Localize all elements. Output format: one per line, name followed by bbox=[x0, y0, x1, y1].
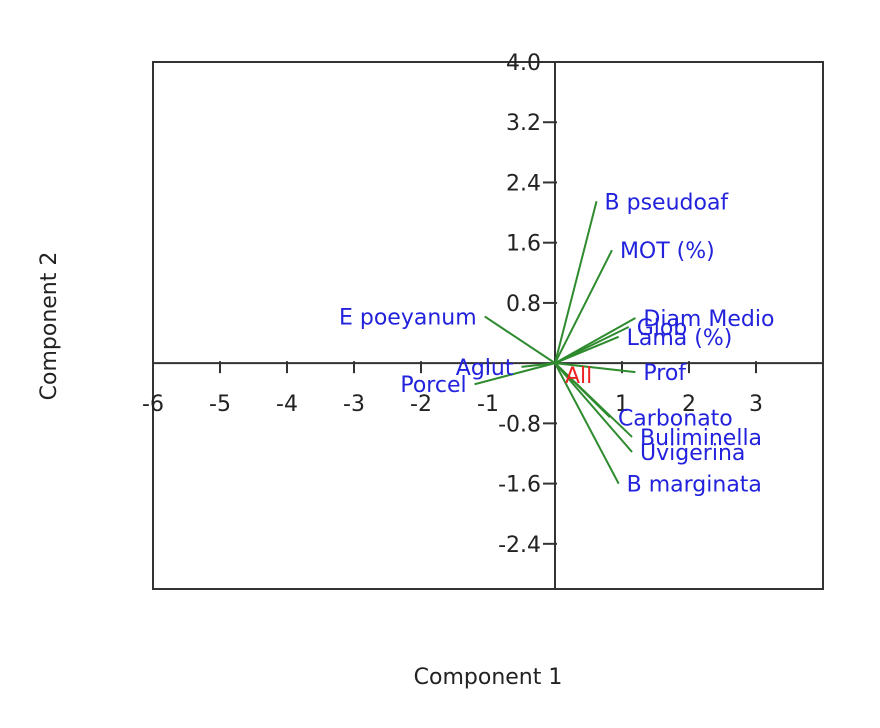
axes: -6 -5 -4 -3 -2 -1 1 2 3 4.0 3.2 2.4 1.6 0.8 -0.8 -1.6 -2… bbox=[142, 51, 823, 589]
loading-vector bbox=[554, 362, 636, 374]
x-tick-label: -1 bbox=[477, 392, 499, 417]
loading-vector bbox=[554, 362, 620, 485]
loading-vectors bbox=[474, 201, 636, 485]
loading-vector bbox=[554, 201, 598, 364]
y-tick-label: 0.8 bbox=[506, 292, 541, 317]
y-tick-label: -2.4 bbox=[498, 533, 541, 558]
loading-vector bbox=[554, 335, 620, 365]
y-tick-label: -1.6 bbox=[498, 473, 541, 498]
vector-label: Aglut bbox=[456, 356, 514, 381]
y-tick-label: -0.8 bbox=[498, 412, 541, 437]
x-tick-label: -6 bbox=[142, 392, 164, 417]
x-axis-title: Component 1 bbox=[414, 665, 563, 690]
x-tick-label: 3 bbox=[749, 392, 763, 417]
vector-label: Buliminella bbox=[640, 426, 762, 451]
vector-label: B pseudoaf bbox=[605, 190, 730, 215]
x-tick-label: -5 bbox=[209, 392, 231, 417]
vector-label: Prof bbox=[643, 361, 687, 386]
x-tick-label: 1 bbox=[615, 392, 629, 417]
y-tick-label: 3.2 bbox=[506, 111, 541, 136]
vector-label: Glob bbox=[637, 316, 688, 341]
y-tick-label: 4.0 bbox=[506, 51, 541, 76]
vector-label: B marginata bbox=[627, 473, 762, 498]
vector-label: Uvigerina bbox=[640, 441, 745, 466]
loading-vector bbox=[474, 362, 556, 386]
loading-vector bbox=[554, 362, 633, 438]
y-tick-label: 2.4 bbox=[506, 171, 541, 196]
x-tick-label: -3 bbox=[343, 392, 365, 417]
vector-label: Diam Medio bbox=[643, 307, 774, 332]
vector-label: Lama (%) bbox=[627, 326, 733, 351]
x-tick-label: -4 bbox=[276, 392, 298, 417]
vector-label: MOT (%) bbox=[620, 239, 715, 264]
loading-vector bbox=[554, 362, 633, 453]
loading-vector bbox=[554, 249, 613, 364]
y-tick-label: 1.6 bbox=[506, 232, 541, 257]
x-tick-label: -2 bbox=[410, 392, 432, 417]
plot-frame bbox=[152, 61, 824, 590]
y-axis-title: Component 2 bbox=[37, 252, 62, 401]
x-tick-label: 2 bbox=[682, 392, 696, 417]
vector-label: Carbonato bbox=[618, 406, 733, 431]
vector-label: Porcel bbox=[400, 373, 466, 398]
center-label: All bbox=[565, 364, 592, 389]
vector-label: E poeyanum bbox=[339, 305, 477, 330]
loading-vector bbox=[484, 315, 556, 364]
